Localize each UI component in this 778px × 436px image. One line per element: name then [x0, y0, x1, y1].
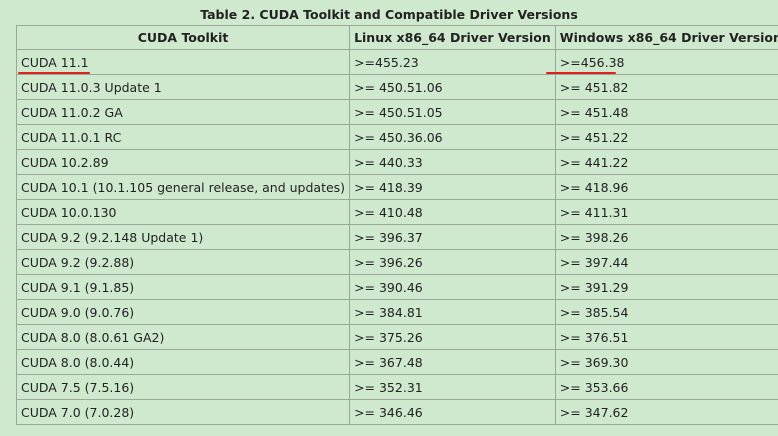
table-cell: >= 451.82	[554, 74, 778, 100]
table-row: CUDA 9.1 (9.1.85) >= 390.46 >= 391.29	[15, 274, 778, 300]
table-cell: CUDA 9.0 (9.0.76)	[15, 299, 351, 325]
table-row: CUDA 10.0.130 >= 410.48 >= 411.31	[15, 199, 778, 225]
table-cell: >= 440.33	[349, 149, 556, 175]
column-header: Linux x86_64 Driver Version	[349, 25, 556, 50]
table-cell: CUDA 9.2 (9.2.148 Update 1)	[15, 224, 351, 250]
table-cell: >= 385.54	[554, 299, 778, 325]
table-row: CUDA 11.1 >=455.23 >=456.38	[15, 49, 778, 75]
table-cell: CUDA 11.0.2 GA	[15, 99, 351, 125]
table-cell: CUDA 10.2.89	[15, 149, 351, 175]
table-cell: >= 369.30	[554, 349, 778, 375]
table-cell: >= 367.48	[349, 349, 556, 375]
table-cell: >= 450.36.06	[349, 124, 556, 150]
table-cell: >= 441.22	[554, 149, 778, 175]
table-cell: >= 391.29	[554, 274, 778, 300]
table-row: CUDA 9.2 (9.2.148 Update 1) >= 396.37 >= 3…	[15, 224, 778, 250]
table-row: CUDA 7.0 (7.0.28) >= 346.46 >= 347.62	[15, 399, 778, 425]
header-row: CUDA Toolkit Linux x86_64 Driver Version W…	[15, 25, 778, 50]
table-cell: CUDA 11.0.1 RC	[15, 124, 351, 150]
table-cell: >= 396.37	[349, 224, 556, 250]
driver-table: CUDA Toolkit Linux x86_64 Driver Version W…	[15, 25, 778, 425]
table-body: CUDA 11.1 >=455.23 >=456.38 CUDA 11.0.3 Upd…	[15, 49, 778, 425]
table-cell: CUDA 8.0 (8.0.61 GA2)	[15, 324, 351, 350]
table-cell: >= 397.44	[554, 249, 778, 275]
table-cell: >= 346.46	[349, 399, 556, 425]
table-row: CUDA 10.2.89 >= 440.33 >= 441.22	[15, 149, 778, 175]
table-cell: CUDA 11.0.3 Update 1	[15, 74, 351, 100]
table-cell: >= 451.22	[554, 124, 778, 150]
table-cell: >= 410.48	[349, 199, 556, 225]
table-cell: >= 450.51.06	[349, 74, 556, 100]
table-cell: >= 418.39	[349, 174, 556, 200]
table-row: CUDA 7.5 (7.5.16) >= 352.31 >= 353.66	[15, 374, 778, 400]
table-cell: >= 347.62	[554, 399, 778, 425]
table-cell: CUDA 7.0 (7.0.28)	[15, 399, 351, 425]
red-underline	[546, 72, 616, 74]
table-cell: >= 390.46	[349, 274, 556, 300]
column-header: CUDA Toolkit	[15, 25, 351, 50]
table-cell: >= 418.96	[554, 174, 778, 200]
table-row: CUDA 11.0.1 RC >= 450.36.06 >= 451.22	[15, 124, 778, 150]
table-cell: >= 411.31	[554, 199, 778, 225]
table-cell: >= 353.66	[554, 374, 778, 400]
table-cell: >= 375.26	[349, 324, 556, 350]
table-cell: CUDA 10.0.130	[15, 199, 351, 225]
table-cell: >=456.38	[554, 49, 778, 75]
table-cell: >= 352.31	[349, 374, 556, 400]
table-cell: >=455.23	[349, 49, 556, 75]
table-cell: >= 450.51.05	[349, 99, 556, 125]
table-cell: >= 398.26	[554, 224, 778, 250]
table-cell: >= 396.26	[349, 249, 556, 275]
table-row: CUDA 9.2 (9.2.88) >= 396.26 >= 397.44	[15, 249, 778, 275]
table-row: CUDA 11.0.3 Update 1 >= 450.51.06 >= 451.8…	[15, 74, 778, 100]
table-row: CUDA 10.1 (10.1.105 general release, and…	[15, 174, 778, 200]
red-underline	[18, 72, 90, 74]
table-row: CUDA 8.0 (8.0.61 GA2) >= 375.26 >= 376.51	[15, 324, 778, 350]
table-cell: >= 451.48	[554, 99, 778, 125]
table-cell: >= 384.81	[349, 299, 556, 325]
table-row: CUDA 8.0 (8.0.44) >= 367.48 >= 369.30	[15, 349, 778, 375]
table-cell: CUDA 11.1	[15, 49, 351, 75]
table-cell: CUDA 9.2 (9.2.88)	[15, 249, 351, 275]
table-row: CUDA 9.0 (9.0.76) >= 384.81 >= 385.54	[15, 299, 778, 325]
table-cell: >= 376.51	[554, 324, 778, 350]
table-cell: CUDA 7.5 (7.5.16)	[15, 374, 351, 400]
table-row: CUDA 11.0.2 GA >= 450.51.05 >= 451.48	[15, 99, 778, 125]
table-cell: CUDA 9.1 (9.1.85)	[15, 274, 351, 300]
column-header: Windows x86_64 Driver Version	[554, 25, 778, 50]
table-cell: CUDA 10.1 (10.1.105 general release, and…	[15, 174, 351, 200]
table-title: Table 2. CUDA Toolkit and Compatible Dri…	[200, 7, 578, 22]
table-cell: CUDA 8.0 (8.0.44)	[15, 349, 351, 375]
